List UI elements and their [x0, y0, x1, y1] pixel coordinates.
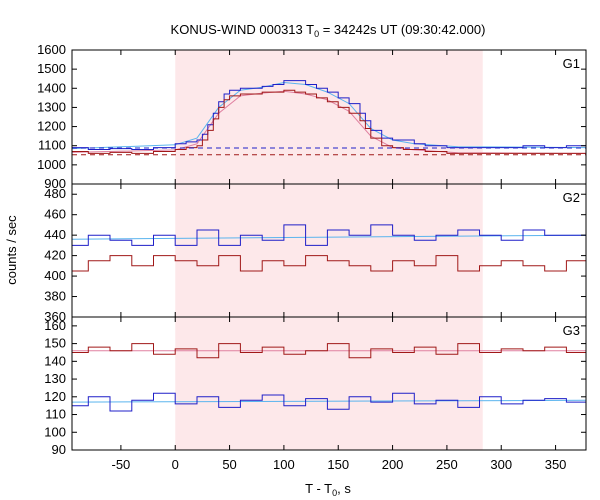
x-tick-label: 0: [172, 457, 179, 472]
y-tick-label: 1600: [37, 42, 66, 57]
x-tick-label: 200: [382, 457, 404, 472]
y-tick-label: 400: [44, 268, 66, 283]
y-tick-label: 140: [44, 353, 66, 368]
panel-label: G2: [563, 190, 580, 205]
x-tick-label: 50: [222, 457, 236, 472]
panel-label: G1: [563, 56, 580, 71]
panel-g1: 900 1000 1100 1200 1300 1400 1500 1600 G1: [37, 42, 587, 191]
y-tick-label: 100: [44, 424, 66, 439]
series-blue: [72, 224, 587, 246]
chart-title: KONUS-WIND 000313 T0 = 34242s UT (09:30:…: [171, 22, 486, 39]
series-red: [72, 343, 587, 359]
panel-frame: [71, 316, 587, 451]
y-tick-label: 440: [44, 227, 66, 242]
x-tick-label: 300: [490, 457, 512, 472]
y-tick-label: 120: [44, 389, 66, 404]
panels: 9001000110012001300140015001600G13603804…: [37, 42, 587, 472]
y-tick-label: 1500: [37, 61, 66, 76]
y-tick-label: 480: [44, 186, 66, 201]
highlight-interval: [175, 317, 483, 450]
y-axis-label: counts / sec: [4, 215, 19, 285]
y-tick-label: 1000: [37, 157, 66, 172]
x-tick-label: 100: [273, 457, 295, 472]
y-tick-label: 1200: [37, 119, 66, 134]
series-blue: [72, 392, 587, 412]
y-tick-label: 1400: [37, 80, 66, 95]
series-blue: [72, 80, 586, 150]
y-tick-label: 1300: [37, 99, 66, 114]
highlight-interval: [175, 184, 483, 317]
fit-line-1: [71, 399, 587, 403]
y-tick-label: 1100: [38, 138, 66, 153]
y-tick-label: 90: [52, 442, 66, 457]
y-tick-label: 160: [44, 318, 66, 333]
x-tick-label: -50: [112, 457, 131, 472]
y-tick-label: 380: [44, 289, 66, 304]
y-tick-label: 900: [44, 176, 66, 191]
panel-label: G3: [563, 323, 580, 338]
x-tick-label: 250: [436, 457, 458, 472]
fit-line-1: [71, 234, 587, 240]
y-tick-label: 110: [45, 407, 66, 422]
highlight-interval: [175, 50, 483, 184]
x-axis-label: T - T0, s: [305, 481, 351, 498]
y-tick-label: 150: [44, 336, 66, 351]
y-tick-label: 130: [44, 371, 66, 386]
y-tick-label: 360: [44, 309, 66, 324]
series-red: [72, 89, 586, 154]
panel-g2: 360 380 400 420 440 460 480 G2: [44, 183, 587, 324]
x-tick-label: 150: [327, 457, 349, 472]
series-red: [72, 255, 587, 272]
y-tick-label: 460: [44, 207, 66, 222]
panel-g3: 90 100 110 120 130 140 150 160 G3: [44, 316, 587, 457]
y-tick-label: 420: [44, 248, 66, 263]
x-tick-label: 350: [545, 457, 567, 472]
